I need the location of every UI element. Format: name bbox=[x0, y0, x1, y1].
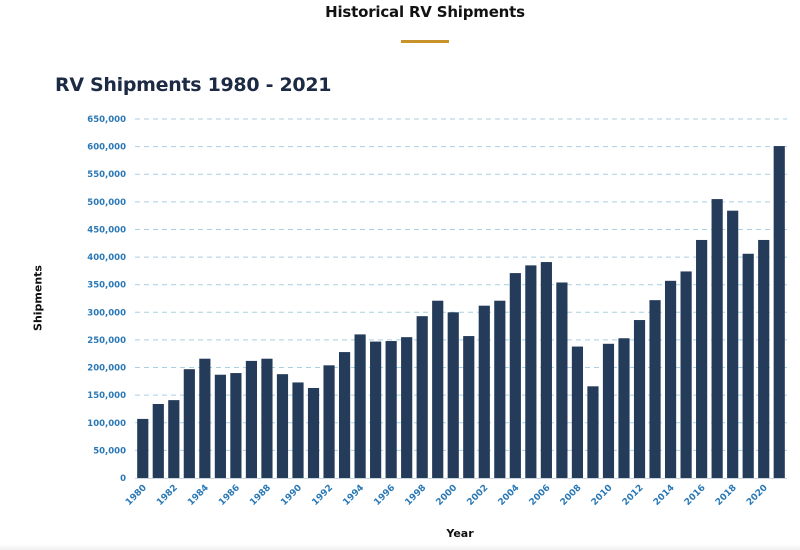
x-tick-label: 1992 bbox=[310, 483, 335, 508]
x-axis-label: Year bbox=[446, 527, 474, 540]
bar-1980 bbox=[137, 418, 149, 478]
bar-2010 bbox=[602, 343, 615, 478]
bar-1994 bbox=[354, 334, 366, 478]
bar-1988 bbox=[261, 358, 273, 478]
bar-2001 bbox=[463, 336, 475, 478]
bar-2002 bbox=[478, 305, 490, 478]
bar-2008 bbox=[571, 346, 584, 478]
bar-1989 bbox=[276, 374, 289, 478]
bar-2007 bbox=[556, 282, 568, 478]
y-tick-label: 250,000 bbox=[87, 336, 126, 346]
x-tick-label: 2006 bbox=[528, 483, 553, 508]
y-tick-label: 300,000 bbox=[87, 308, 126, 318]
bar-1982 bbox=[168, 400, 180, 478]
bar-1992 bbox=[323, 365, 335, 478]
bar-2015 bbox=[680, 271, 692, 478]
y-tick-label: 650,000 bbox=[87, 115, 126, 125]
x-tick-label: 1980 bbox=[124, 483, 149, 508]
bar-2000 bbox=[447, 312, 459, 478]
y-tick-label: 50,000 bbox=[93, 446, 126, 456]
bar-2006 bbox=[540, 262, 552, 478]
x-tick-label: 2014 bbox=[652, 483, 677, 508]
chart-title: RV Shipments 1980 - 2021 bbox=[55, 74, 332, 96]
x-tick-label: 2000 bbox=[435, 483, 460, 508]
bars bbox=[137, 146, 785, 479]
bar-2011 bbox=[618, 338, 630, 478]
section-title: Historical RV Shipments bbox=[325, 3, 525, 21]
bar-2019 bbox=[742, 253, 754, 478]
bar-1999 bbox=[432, 300, 444, 478]
bar-2013 bbox=[649, 300, 661, 478]
y-tick-label: 450,000 bbox=[87, 225, 126, 235]
bar-1981 bbox=[152, 403, 164, 478]
y-tick-label: 600,000 bbox=[87, 143, 126, 153]
x-tick-label: 1986 bbox=[217, 483, 242, 508]
x-tick-label: 2010 bbox=[590, 483, 615, 508]
bar-1985 bbox=[214, 374, 226, 478]
bar-2017 bbox=[711, 199, 723, 479]
bottom-fade bbox=[0, 544, 800, 550]
x-tick-label: 1994 bbox=[341, 483, 366, 508]
x-tick-label: 1988 bbox=[248, 483, 273, 508]
bar-1991 bbox=[307, 387, 320, 478]
bar-2004 bbox=[509, 273, 521, 478]
bar-1997 bbox=[401, 337, 413, 478]
y-tick-label: 100,000 bbox=[87, 419, 126, 429]
bar-2003 bbox=[494, 300, 506, 478]
x-tick-label: 1990 bbox=[279, 483, 304, 508]
x-tick-label: 1982 bbox=[155, 483, 180, 508]
bar-2020 bbox=[758, 239, 770, 478]
bar-1984 bbox=[199, 358, 211, 478]
y-tick-label: 150,000 bbox=[87, 391, 126, 401]
bar-1998 bbox=[416, 316, 428, 478]
y-tick-label: 500,000 bbox=[87, 198, 126, 208]
bar-1995 bbox=[370, 341, 382, 478]
x-tick-label: 2012 bbox=[621, 483, 646, 508]
bar-1986 bbox=[230, 373, 242, 478]
title-accent-rule bbox=[401, 40, 449, 43]
x-tick-label: 1984 bbox=[186, 483, 211, 508]
x-tick-label: 2008 bbox=[559, 483, 584, 508]
bar-2018 bbox=[727, 210, 739, 478]
bar-2014 bbox=[664, 280, 677, 478]
gridlines bbox=[135, 118, 787, 451]
bar-2009 bbox=[587, 386, 599, 478]
bar-2016 bbox=[696, 239, 708, 478]
y-tick-label: 200,000 bbox=[87, 364, 126, 374]
x-tick-label: 2016 bbox=[683, 483, 708, 508]
y-tick-label: 350,000 bbox=[87, 281, 126, 291]
x-tick-label: 2002 bbox=[466, 483, 491, 508]
x-tick-label: 1998 bbox=[404, 483, 429, 508]
bar-2005 bbox=[525, 265, 537, 478]
y-tick-labels: 0 50,000 100,000 150,000 200,000 250,000 300,0… bbox=[87, 115, 126, 484]
bar-1993 bbox=[338, 352, 351, 478]
y-tick-label: 550,000 bbox=[87, 170, 126, 180]
x-tick-labels: 1980 1982 1984 1986 1988 1990 1992 1994 1996 1998… bbox=[124, 483, 770, 508]
bar-1987 bbox=[245, 360, 258, 478]
x-tick-label: 2018 bbox=[714, 483, 739, 508]
bar-1990 bbox=[292, 382, 304, 478]
y-tick-label: 0 bbox=[120, 474, 126, 484]
bar-2012 bbox=[633, 320, 646, 478]
bar-1996 bbox=[385, 341, 397, 478]
x-tick-label: 2004 bbox=[497, 483, 522, 508]
bar-2021 bbox=[773, 146, 785, 478]
x-tick-label: 2020 bbox=[745, 483, 770, 508]
x-tick-label: 1996 bbox=[372, 483, 397, 508]
y-tick-label: 400,000 bbox=[87, 253, 126, 263]
bar-1983 bbox=[183, 369, 195, 478]
y-axis-label: Shipments bbox=[31, 265, 45, 331]
